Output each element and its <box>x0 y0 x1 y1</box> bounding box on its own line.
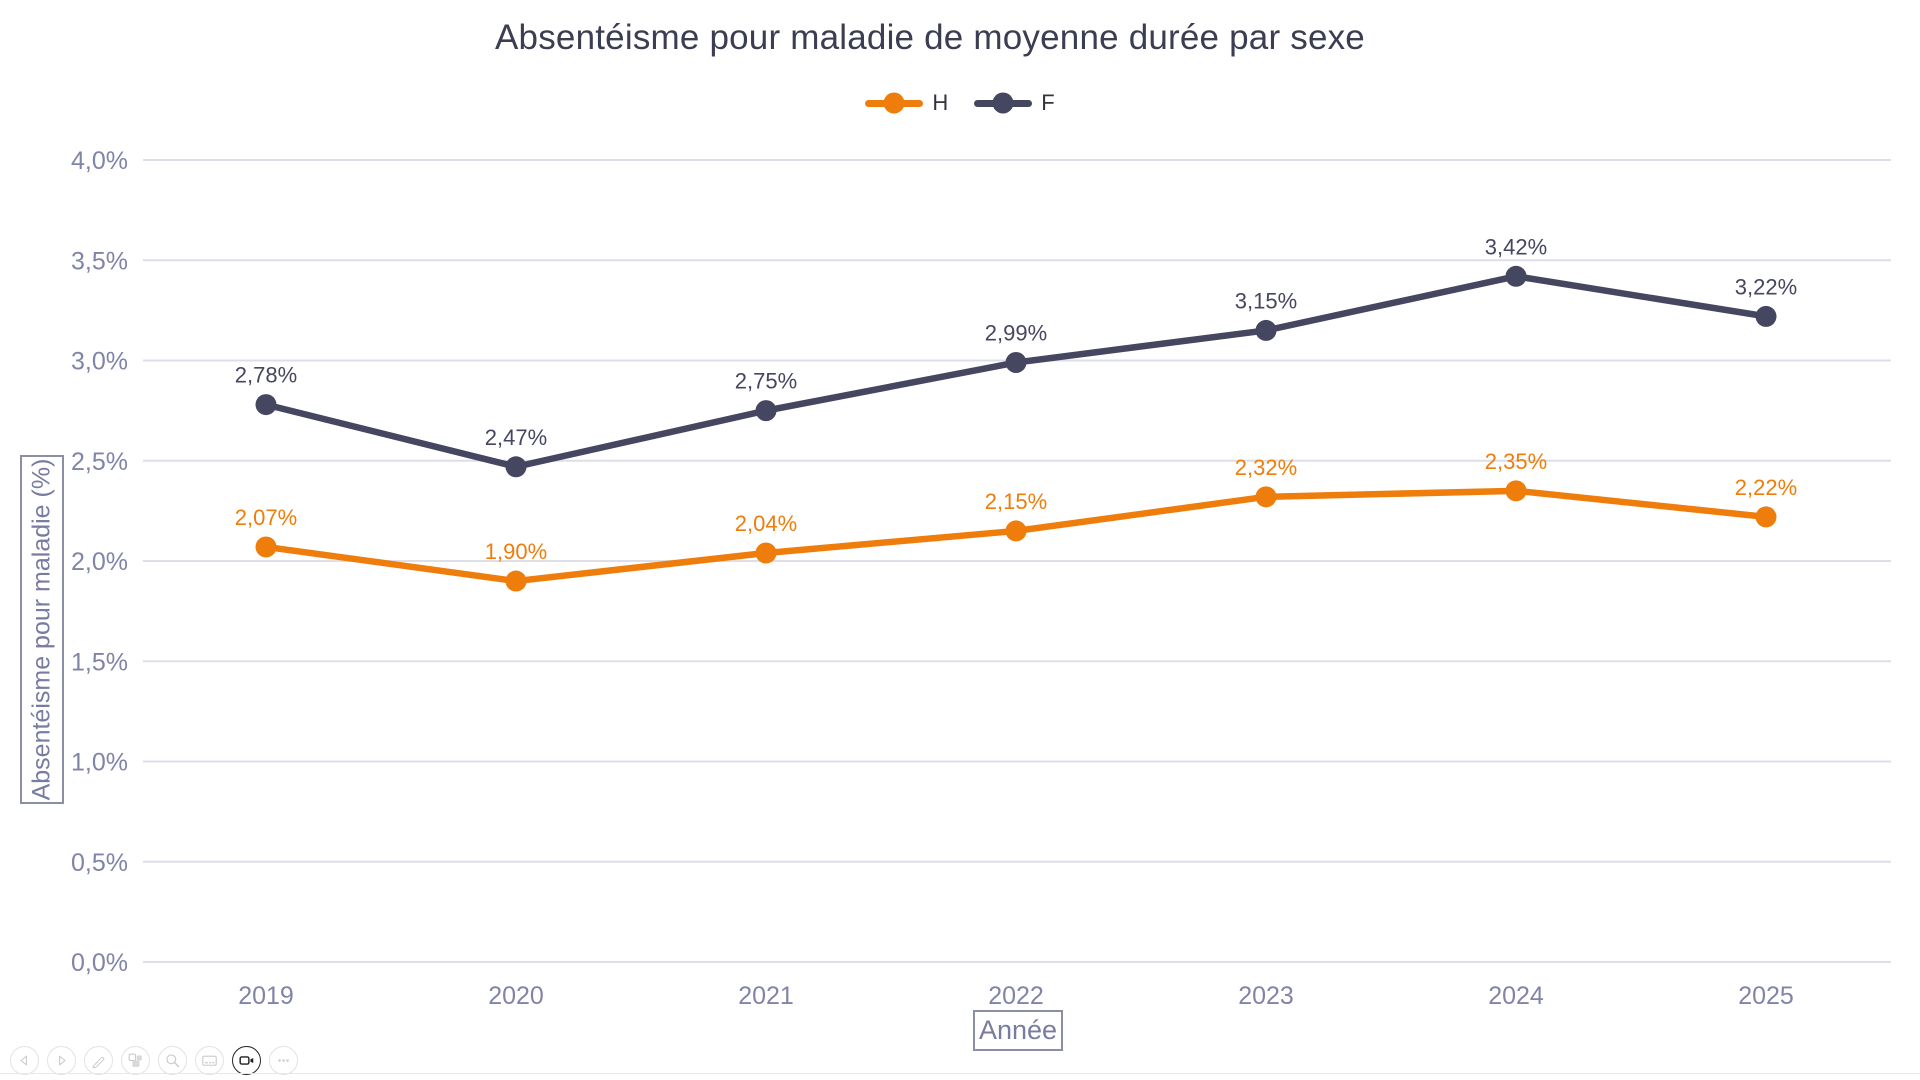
data-point-F-2019 <box>255 394 277 416</box>
data-point-H-2021 <box>755 542 777 564</box>
previous-slide-button[interactable] <box>10 1046 39 1075</box>
data-label-F-2025: 3,22% <box>1735 274 1797 299</box>
data-label-F-2020: 2,47% <box>485 425 547 450</box>
x-tick-label: 2023 <box>1238 982 1294 1010</box>
data-point-H-2022 <box>1005 520 1027 542</box>
slide-bottom-border <box>0 1073 1920 1074</box>
legend-item-f: F <box>974 90 1055 116</box>
data-point-F-2022 <box>1005 352 1027 374</box>
subtitles-button[interactable] <box>195 1046 224 1075</box>
data-label-H-2023: 2,32% <box>1235 455 1297 480</box>
data-point-H-2019 <box>255 536 277 558</box>
slideshow-toolbar <box>10 1046 298 1075</box>
magnifier-icon <box>166 1054 180 1068</box>
data-point-F-2023 <box>1255 319 1277 341</box>
data-point-H-2020 <box>505 570 527 592</box>
y-tick-label: 1,0% <box>71 749 128 777</box>
x-tick-label: 2020 <box>488 982 544 1010</box>
subtitles-icon <box>202 1055 217 1066</box>
y-tick-label: 2,5% <box>71 448 128 476</box>
x-axis-title: Année <box>973 1010 1063 1051</box>
pen-tools-button[interactable] <box>84 1046 113 1075</box>
legend-line-marker-f-icon <box>974 92 1033 114</box>
triangle-right-icon <box>58 1055 66 1066</box>
legend-label-h: H <box>932 90 949 115</box>
chart-title: Absentéisme pour maladie de moyenne duré… <box>495 18 1365 57</box>
data-label-F-2019: 2,78% <box>235 363 297 388</box>
y-tick-label: 2,0% <box>71 548 128 576</box>
data-label-H-2024: 2,35% <box>1485 449 1547 474</box>
data-point-H-2025 <box>1755 506 1777 528</box>
see-all-slides-button[interactable] <box>121 1046 150 1075</box>
more-options-button[interactable] <box>269 1046 298 1075</box>
data-point-H-2023 <box>1255 486 1277 508</box>
y-tick-label: 0,0% <box>71 949 128 977</box>
y-tick-label: 3,5% <box>71 247 128 275</box>
legend-item-h: H <box>865 90 948 116</box>
data-label-F-2021: 2,75% <box>735 369 797 394</box>
zoom-slide-button[interactable] <box>158 1046 187 1075</box>
video-camera-icon <box>239 1056 254 1065</box>
triangle-left-icon <box>20 1055 28 1066</box>
pen-icon <box>92 1056 105 1069</box>
data-label-H-2021: 2,04% <box>735 511 797 536</box>
camera-button[interactable] <box>232 1046 261 1075</box>
data-point-F-2021 <box>755 400 777 422</box>
y-tick-label: 0,5% <box>71 849 128 877</box>
x-tick-label: 2025 <box>1738 982 1794 1010</box>
legend-label-f: F <box>1041 90 1055 115</box>
data-point-F-2024 <box>1505 265 1527 287</box>
data-label-H-2020: 1,90% <box>485 539 547 564</box>
x-tick-label: 2019 <box>238 982 294 1010</box>
y-tick-label: 3,0% <box>71 348 128 376</box>
next-slide-button[interactable] <box>47 1046 76 1075</box>
data-label-F-2022: 2,99% <box>985 321 1047 346</box>
ellipsis-icon <box>278 1059 289 1062</box>
slides-grid-icon <box>128 1053 142 1067</box>
data-label-H-2022: 2,15% <box>985 489 1047 514</box>
data-label-F-2024: 3,42% <box>1485 234 1547 259</box>
x-tick-label: 2021 <box>738 982 794 1010</box>
x-tick-label: 2024 <box>1488 982 1544 1010</box>
y-tick-label: 1,5% <box>71 648 128 676</box>
y-tick-label: 4,0% <box>71 147 128 175</box>
chart-legend: H F <box>0 90 1920 116</box>
data-label-H-2025: 2,22% <box>1735 475 1797 500</box>
data-point-H-2024 <box>1505 480 1527 502</box>
data-label-H-2019: 2,07% <box>235 505 297 530</box>
data-label-F-2023: 3,15% <box>1235 288 1297 313</box>
legend-line-marker-h-icon <box>865 92 924 114</box>
x-axis-title-label: Année <box>978 1015 1058 1045</box>
data-point-F-2020 <box>505 456 527 478</box>
y-axis-title: Absentéisme pour maladie (%) <box>20 455 64 804</box>
x-tick-label: 2022 <box>988 982 1044 1010</box>
data-point-F-2025 <box>1755 305 1777 327</box>
y-axis-title-label: Absentéisme pour maladie (%) <box>27 458 56 801</box>
